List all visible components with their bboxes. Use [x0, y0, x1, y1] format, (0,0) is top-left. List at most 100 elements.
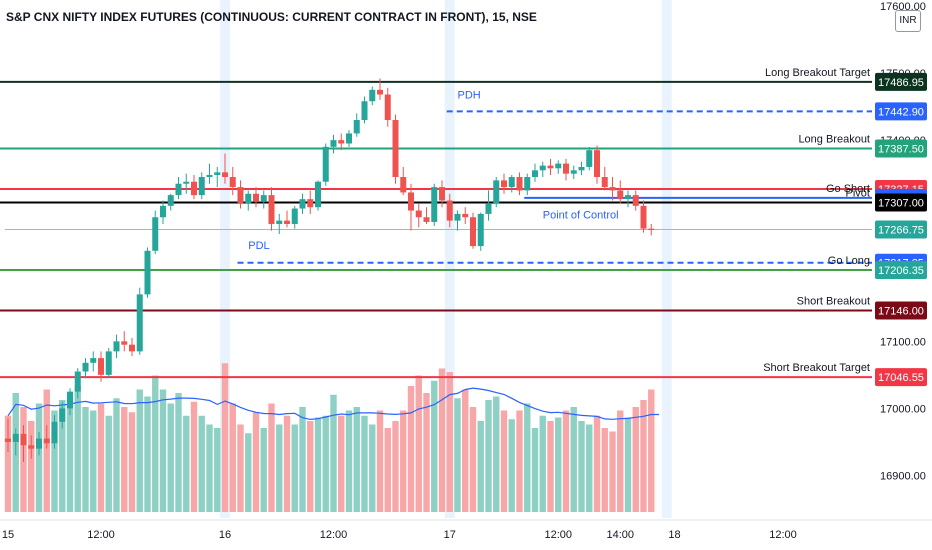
- volume-bar: [609, 431, 616, 512]
- candle-body: [586, 150, 593, 167]
- volume-bar: [268, 403, 275, 512]
- volume-bar: [601, 428, 608, 512]
- level-name: Go Short: [826, 183, 870, 195]
- volume-bar: [299, 407, 306, 512]
- candle-body: [206, 175, 213, 178]
- candle-body: [214, 172, 221, 176]
- volume-bar: [159, 389, 167, 512]
- candle-body: [160, 205, 166, 218]
- chart-annotation: PDL: [248, 240, 269, 252]
- candle-body: [36, 438, 42, 449]
- volume-bar: [361, 415, 368, 512]
- currency-badge[interactable]: INR: [895, 10, 921, 32]
- candle-body: [477, 213, 484, 247]
- session-break-band: [444, 0, 455, 518]
- volume-bar: [74, 386, 81, 512]
- symbol-title[interactable]: S&P CNX NIFTY INDEX FUTURES (CONTINUOUS:…: [6, 10, 537, 24]
- price-tick-label: 17000.00: [880, 403, 926, 415]
- volume-bar: [578, 421, 585, 512]
- candle-body: [400, 177, 407, 193]
- candle-body: [640, 205, 647, 229]
- candle-body: [508, 177, 515, 188]
- volume-bar: [338, 415, 345, 512]
- candle-body: [74, 371, 81, 392]
- candle-body: [253, 193, 259, 202]
- level-name: Short Breakout Target: [763, 362, 870, 374]
- price-tick-label: 16900.00: [880, 470, 926, 482]
- candle-body: [121, 341, 128, 345]
- level-price-label: 17266.75: [878, 224, 924, 236]
- volume-bar: [252, 412, 260, 512]
- volume-bar: [508, 419, 515, 512]
- volume-bar: [586, 424, 593, 512]
- candle-body: [470, 217, 476, 247]
- volume-bar: [198, 415, 205, 512]
- volume-bar: [632, 407, 639, 512]
- candle-body: [67, 391, 73, 409]
- volume-bar: [35, 403, 43, 512]
- candle-body: [315, 181, 321, 208]
- time-tick-label: 15: [2, 529, 14, 541]
- time-tick-label: 14:00: [606, 529, 634, 541]
- candle-body: [609, 187, 616, 191]
- level-name: Pivot: [846, 188, 870, 200]
- candle-body: [59, 408, 66, 422]
- level-price-label: 17486.95: [878, 77, 924, 89]
- time-tick-label: 16: [219, 529, 231, 541]
- time-tick-label: 17: [444, 529, 456, 541]
- volume-bar: [307, 421, 314, 512]
- volume-bar: [407, 386, 415, 512]
- volume-bar: [524, 403, 531, 512]
- candle-body: [237, 187, 244, 204]
- candle-body: [415, 210, 422, 218]
- candle-body: [43, 438, 50, 444]
- candle-body: [594, 150, 600, 178]
- candle-body: [625, 195, 631, 200]
- volume-bar: [648, 389, 655, 512]
- time-tick-label: 12:00: [544, 529, 572, 541]
- volume-bar: [493, 396, 500, 512]
- volume-bar: [547, 421, 554, 512]
- volume-bar: [400, 410, 407, 512]
- candle-body: [113, 341, 120, 352]
- volume-bar: [283, 415, 291, 512]
- level-price-badge: [875, 193, 927, 212]
- volume-bar: [345, 410, 353, 512]
- candle-body: [431, 187, 438, 222]
- candle-body: [152, 217, 159, 251]
- candle-body: [361, 101, 368, 121]
- candle-body: [144, 250, 151, 295]
- candle-body: [446, 200, 453, 221]
- level-price-badge: [875, 72, 927, 91]
- volume-bar: [446, 372, 453, 512]
- volume-bar: [462, 389, 469, 512]
- volume-bar: [500, 410, 508, 512]
- level-price-badge: [875, 102, 927, 121]
- volume-bar: [314, 417, 322, 512]
- candle-body: [547, 165, 554, 169]
- volume-bar: [485, 400, 492, 512]
- level-name: Long Breakout: [798, 134, 870, 146]
- volume-bar: [90, 410, 97, 512]
- volume-bar: [516, 410, 523, 512]
- volume-bar: [562, 410, 570, 512]
- candle-body: [136, 294, 143, 352]
- candle-body: [183, 181, 190, 184]
- time-tick-label: 12:00: [320, 529, 348, 541]
- volume-bar: [570, 407, 577, 512]
- volume-bar: [97, 403, 105, 512]
- candle-body: [578, 166, 585, 171]
- level-price-label: 17146.00: [878, 305, 924, 317]
- volume-bar: [291, 424, 298, 512]
- volume-bar: [152, 375, 159, 512]
- candle-body: [276, 220, 283, 224]
- candle-body: [307, 199, 314, 208]
- candle-body: [5, 438, 11, 442]
- volume-bar: [144, 396, 151, 512]
- volume-bar: [113, 398, 120, 512]
- candle-body: [439, 187, 445, 201]
- volume-bar: [245, 433, 252, 512]
- candle-body: [167, 195, 174, 206]
- volume-bar: [136, 389, 143, 512]
